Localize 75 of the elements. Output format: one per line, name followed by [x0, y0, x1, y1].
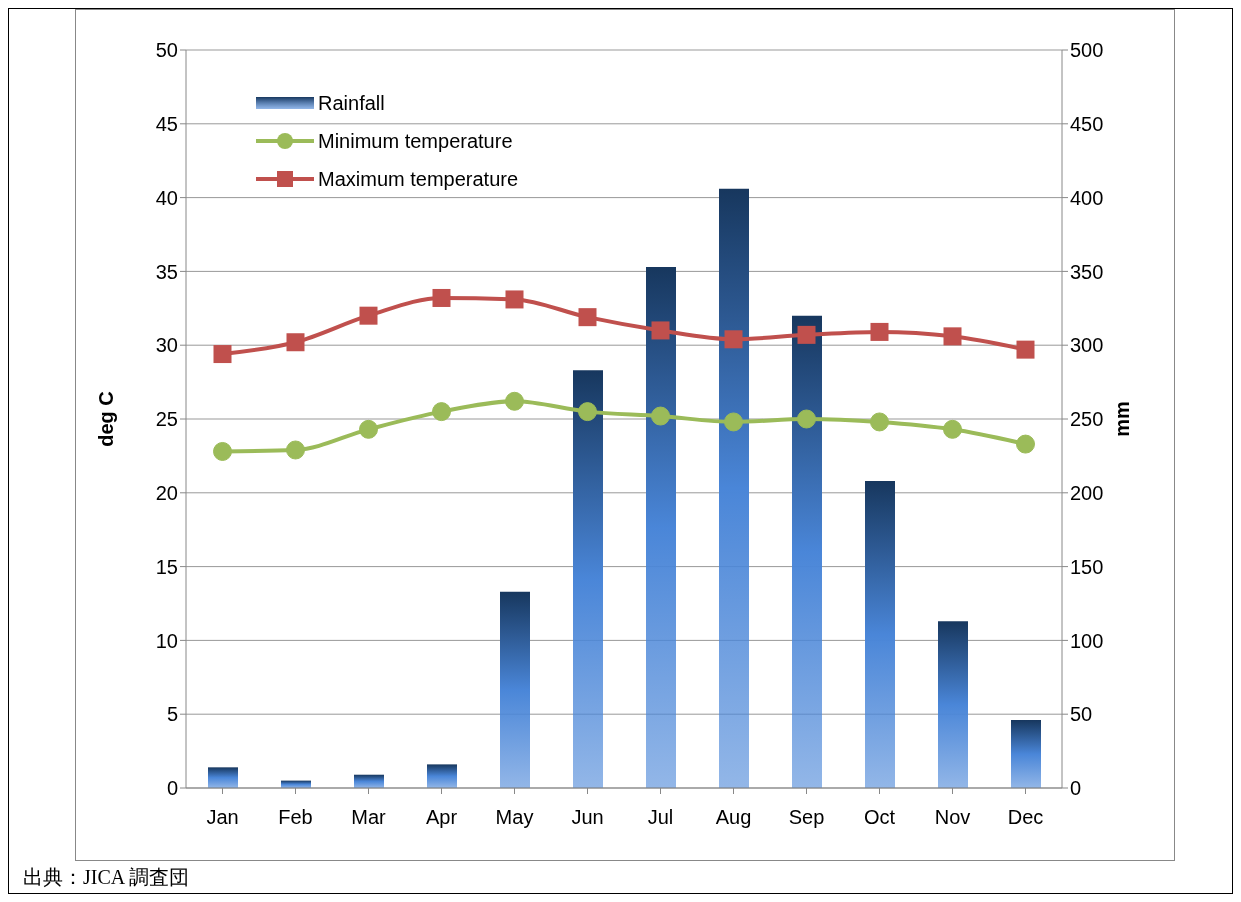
point — [724, 330, 743, 349]
bar — [208, 767, 238, 788]
bar — [427, 764, 457, 788]
point — [505, 391, 524, 411]
x-tick-label: Nov — [934, 806, 971, 829]
point — [943, 327, 962, 346]
point — [651, 406, 670, 426]
point — [359, 419, 378, 439]
y-tick-label: 35 — [155, 260, 178, 283]
bar — [792, 315, 822, 788]
point — [505, 290, 524, 309]
point — [578, 402, 597, 422]
y2-tick-label: 50 — [1070, 703, 1093, 726]
point — [286, 333, 305, 352]
point — [870, 412, 889, 432]
x-tick-label: Sep — [788, 806, 825, 829]
y-tick-label: 0 — [166, 777, 178, 800]
x-tick-label: Apr — [425, 806, 458, 829]
y2-tick-label: 100 — [1070, 629, 1104, 652]
y-tick-label: 25 — [155, 408, 178, 431]
source-note: 出典：JICA 調査団 — [23, 865, 190, 890]
y-tick-label: 30 — [155, 334, 178, 357]
y-tick-label: 5 — [166, 703, 178, 726]
y-tick-label: 10 — [155, 629, 178, 652]
bar — [1011, 720, 1041, 788]
point — [797, 409, 816, 429]
x-tick-label: Dec — [1007, 806, 1044, 829]
legend-label: Maximum temperature — [318, 167, 519, 191]
y2-tick-label: 0 — [1070, 777, 1082, 800]
x-tick-label: Feb — [278, 806, 313, 829]
point — [1016, 340, 1035, 359]
x-tick-label: Jul — [647, 806, 674, 829]
x-tick-label: Oct — [863, 806, 896, 829]
bar — [500, 591, 530, 788]
point — [651, 321, 670, 340]
bar — [354, 774, 384, 788]
x-tick-label: Mar — [351, 806, 387, 829]
y-tick-label: 40 — [155, 186, 178, 209]
point — [213, 345, 232, 364]
legend-label: Rainfall — [318, 91, 385, 115]
point — [797, 325, 816, 344]
y2-tick-label: 400 — [1070, 186, 1104, 209]
y2-tick-label: 300 — [1070, 334, 1104, 357]
y2-tick-label: 250 — [1070, 408, 1104, 431]
legend-label: Minimum temperature — [318, 129, 513, 153]
point — [1016, 434, 1035, 454]
y2-tick-label: 350 — [1070, 260, 1104, 283]
point — [359, 306, 378, 325]
y-axis-title: deg C — [95, 391, 118, 447]
point — [286, 440, 305, 460]
bar — [938, 621, 968, 788]
x-tick-label: May — [495, 806, 534, 829]
y2-tick-label: 500 — [1070, 39, 1104, 62]
bar — [865, 480, 895, 788]
point — [213, 441, 232, 461]
point — [870, 322, 889, 341]
point — [943, 419, 962, 439]
y2-axis-title: mm — [1111, 401, 1134, 437]
bar — [573, 370, 603, 788]
point — [578, 308, 597, 327]
y2-tick-label: 450 — [1070, 112, 1104, 135]
y-tick-label: 45 — [155, 112, 178, 135]
y-tick-label: 20 — [155, 481, 178, 504]
y2-tick-label: 200 — [1070, 481, 1104, 504]
bar — [719, 188, 749, 788]
x-tick-label: Aug — [715, 806, 752, 829]
point — [432, 402, 451, 422]
y2-tick-label: 150 — [1070, 555, 1104, 578]
bar — [646, 266, 676, 788]
y-tick-label: 50 — [155, 39, 178, 62]
point — [724, 412, 743, 432]
x-tick-label: Jan — [206, 806, 239, 829]
x-tick-label: Jun — [571, 806, 604, 829]
point — [432, 288, 451, 307]
y-tick-label: 15 — [155, 555, 178, 578]
